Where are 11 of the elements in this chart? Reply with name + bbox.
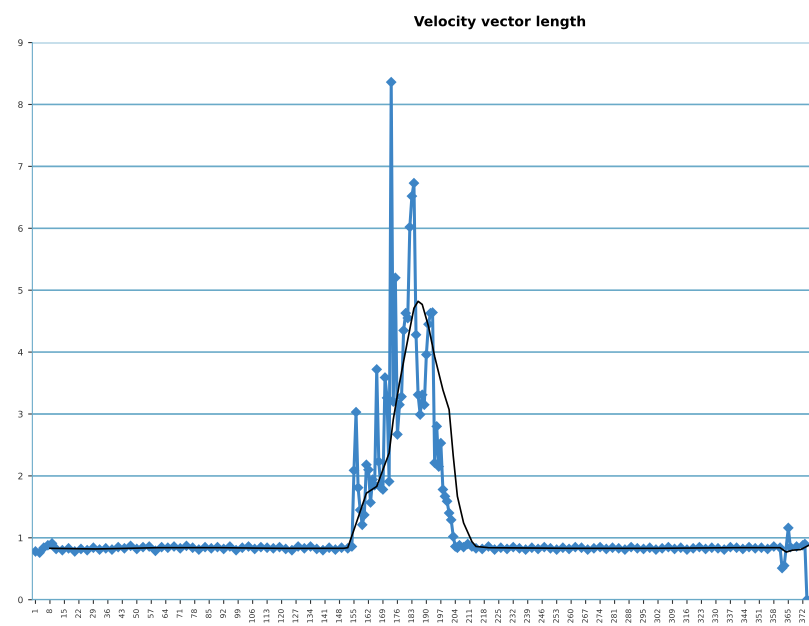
y-tick-label: 8 <box>18 101 23 108</box>
chart-title: Velocity vector length <box>414 16 586 30</box>
y-tick-label: 6 <box>18 225 23 232</box>
y-tick-label: 9 <box>18 39 23 46</box>
y-tick-label: 4 <box>18 348 23 356</box>
y-tick-label: 5 <box>18 287 23 294</box>
y-tick-label: 0 <box>18 596 23 604</box>
y-tick-label: 7 <box>18 163 23 170</box>
y-tick-label: 3 <box>18 410 23 418</box>
y-tick-label: 2 <box>18 472 22 480</box>
y-tick-label: 1 <box>18 534 22 542</box>
